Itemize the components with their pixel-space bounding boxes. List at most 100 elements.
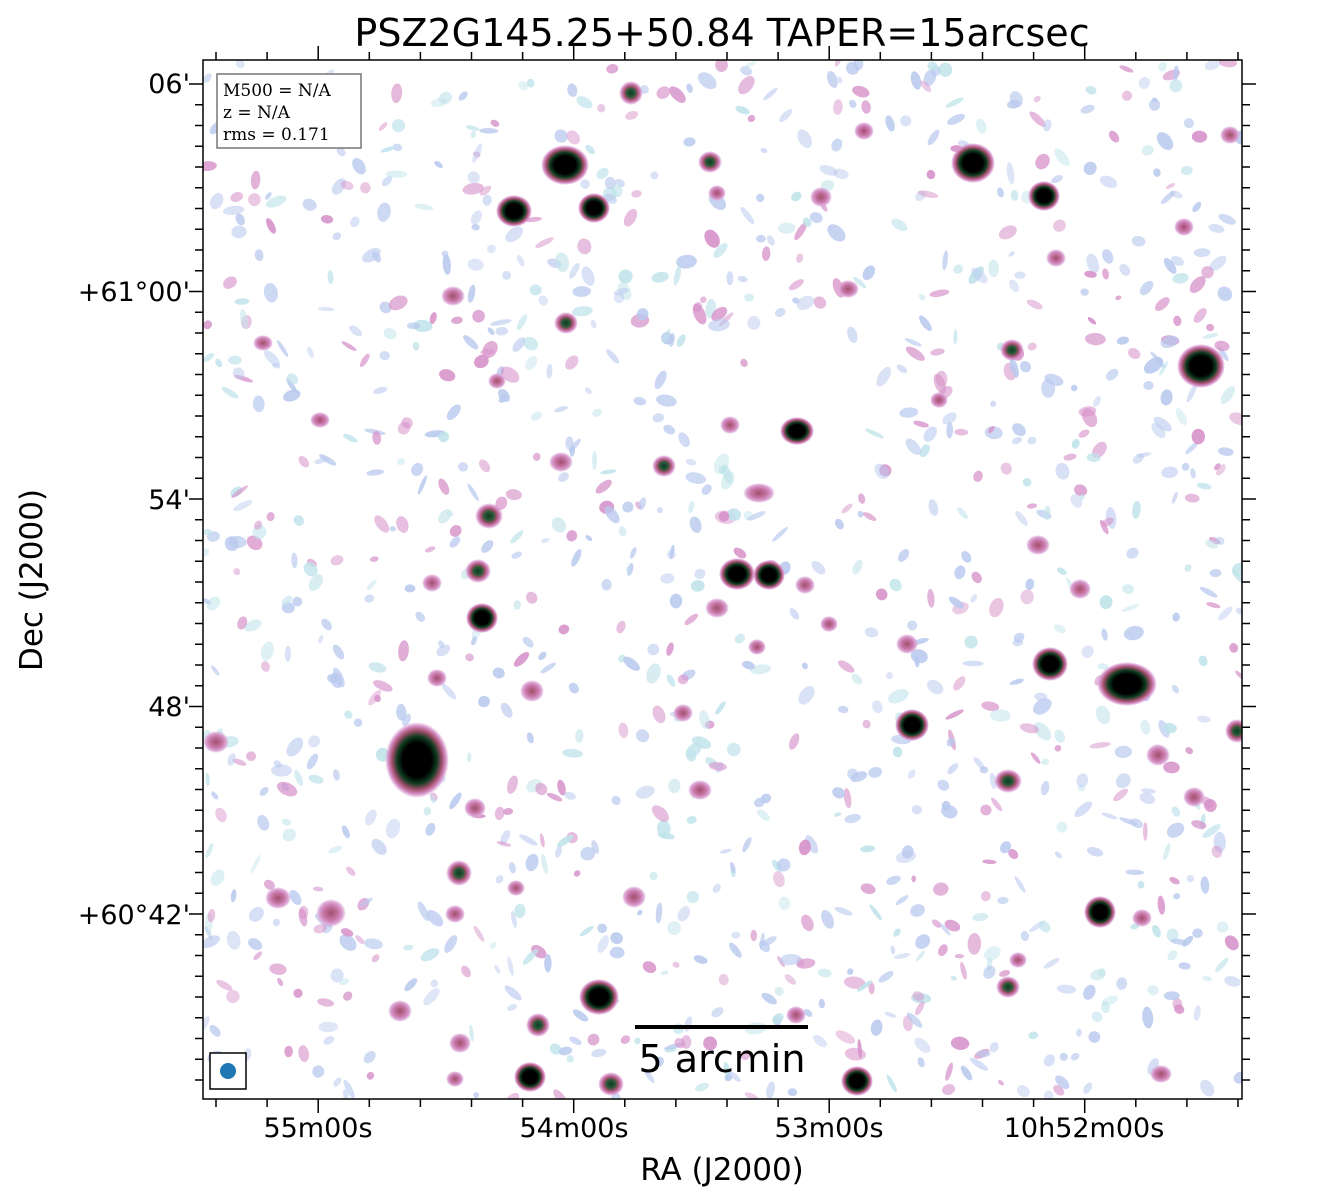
noise-blob <box>332 769 340 781</box>
noise-blob <box>931 919 942 928</box>
noise-blob <box>308 574 324 591</box>
noise-blob <box>760 147 768 154</box>
noise-blob <box>439 369 456 382</box>
noise-blob <box>467 752 472 763</box>
noise-blob <box>425 822 436 836</box>
noise-blob <box>584 387 592 395</box>
noise-blob <box>1178 962 1191 970</box>
noise-blob <box>858 493 866 504</box>
noise-blob <box>837 76 843 84</box>
noise-blob <box>1139 280 1154 296</box>
noise-blob <box>549 1043 562 1055</box>
noise-blob <box>742 660 755 670</box>
noise-blob <box>308 774 324 784</box>
noise-blob <box>248 938 263 951</box>
noise-blob <box>747 315 761 330</box>
noise-blob <box>970 594 978 603</box>
noise-blob <box>471 636 477 646</box>
radio-source <box>1220 126 1240 144</box>
noise-blob <box>553 1089 568 1099</box>
radio-source <box>526 1013 550 1037</box>
noise-blob <box>763 87 778 101</box>
noise-blob <box>642 961 657 974</box>
noise-blob <box>766 1081 776 1099</box>
noise-blob <box>720 848 732 854</box>
noise-blob <box>600 469 617 475</box>
noise-blob <box>625 110 638 120</box>
noise-blob <box>910 904 925 917</box>
noise-blob <box>281 595 293 606</box>
radio-source <box>422 574 442 592</box>
noise-blob <box>851 673 863 685</box>
noise-blob <box>809 212 823 224</box>
noise-blob <box>731 931 741 939</box>
noise-blob <box>944 919 961 932</box>
noise-blob <box>755 234 766 243</box>
noise-blob <box>919 444 930 458</box>
noise-blob <box>221 386 239 399</box>
noise-blob <box>380 146 395 153</box>
radio-source <box>1028 181 1060 211</box>
noise-blob <box>263 350 281 367</box>
noise-blob <box>585 144 595 155</box>
noise-blob <box>313 924 327 934</box>
noise-blob <box>964 635 978 649</box>
noise-blob <box>307 346 314 358</box>
radio-source <box>652 455 676 477</box>
noise-blob <box>1032 698 1052 715</box>
noise-blob <box>945 1062 953 1081</box>
noise-blob <box>597 923 608 934</box>
noise-blob <box>1166 928 1179 943</box>
noise-blob <box>318 1021 338 1033</box>
noise-blob <box>592 408 603 417</box>
noise-blob <box>656 507 663 514</box>
noise-blob <box>1055 462 1070 480</box>
noise-blob <box>734 633 745 644</box>
noise-blob <box>927 588 935 608</box>
y-tick-label: 54' <box>148 485 190 516</box>
y-tick-label: 48' <box>148 692 190 723</box>
noise-blob <box>321 618 332 631</box>
noise-blob <box>982 859 997 865</box>
noise-blob <box>1123 625 1144 641</box>
radio-source <box>673 704 693 722</box>
noise-blob <box>1053 219 1066 232</box>
noise-blob <box>1183 118 1194 129</box>
noise-blob <box>1019 361 1031 373</box>
noise-blob <box>438 508 452 524</box>
noise-blob <box>415 611 426 622</box>
noise-blob <box>1166 822 1185 838</box>
info-rms: rms = 0.171 <box>223 125 330 145</box>
noise-blob <box>901 845 914 859</box>
noise-blob <box>633 397 647 406</box>
radio-source <box>1146 744 1170 766</box>
noise-blob <box>377 202 391 222</box>
noise-blob <box>1008 849 1019 859</box>
noise-blob <box>1172 272 1189 284</box>
noise-blob <box>216 979 233 991</box>
noise-blob <box>1137 452 1152 458</box>
noise-blob <box>360 182 371 194</box>
noise-blob <box>1088 1031 1101 1043</box>
noise-blob <box>1025 578 1035 591</box>
noise-blob <box>203 935 221 949</box>
noise-blob <box>784 974 797 985</box>
noise-blob <box>569 262 580 279</box>
noise-blob <box>962 660 984 667</box>
noise-blob <box>558 472 569 482</box>
noise-blob <box>330 968 344 983</box>
noise-blob <box>323 1036 335 1045</box>
noise-blob <box>587 1033 600 1046</box>
noise-blob <box>737 275 748 283</box>
noise-blob <box>772 1013 784 1025</box>
noise-blob <box>1091 1011 1103 1023</box>
noise-blob <box>1084 270 1097 278</box>
noise-blob <box>385 170 407 178</box>
noise-blob <box>651 271 669 283</box>
noise-blob <box>915 950 926 962</box>
noise-blob <box>1143 380 1154 391</box>
noise-blob <box>699 710 710 729</box>
noise-blob <box>1099 175 1118 188</box>
noise-blob <box>849 99 857 109</box>
noise-blob <box>1167 950 1178 961</box>
